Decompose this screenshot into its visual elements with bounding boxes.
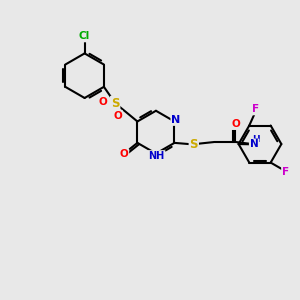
Text: F: F	[282, 167, 289, 176]
Text: F: F	[252, 104, 259, 115]
Text: H: H	[252, 135, 260, 144]
Text: S: S	[190, 138, 198, 151]
Text: NH: NH	[148, 151, 165, 161]
Text: N: N	[250, 140, 259, 149]
Text: O: O	[120, 149, 128, 159]
Text: S: S	[111, 97, 119, 110]
Text: O: O	[231, 119, 240, 129]
Text: O: O	[98, 97, 107, 107]
Text: N: N	[171, 115, 181, 125]
Text: Cl: Cl	[79, 32, 90, 41]
Text: O: O	[113, 111, 122, 121]
